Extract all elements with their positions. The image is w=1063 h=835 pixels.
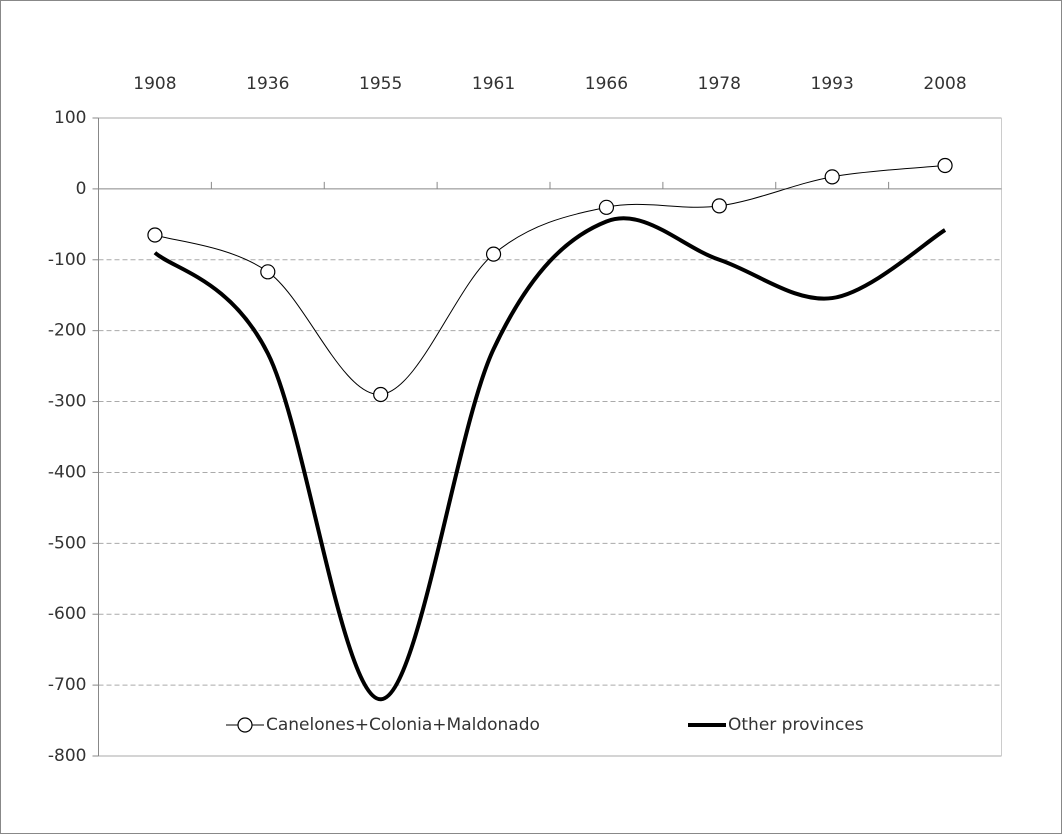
x-tick-label: 1966 (585, 74, 628, 94)
y-tick-label: 0 (76, 179, 87, 199)
y-tick-label: -600 (48, 604, 87, 624)
point-marker (711, 198, 727, 214)
x-tick-label: 2008 (923, 74, 966, 94)
y-tick-label: -800 (48, 746, 87, 766)
y-tick-label: -500 (48, 533, 87, 553)
legend-label: Other provinces (728, 715, 864, 735)
y-tick-label: -300 (48, 392, 87, 412)
x-tick-label: 1961 (472, 74, 515, 94)
series-line (154, 164, 946, 395)
point-marker (937, 157, 953, 174)
y-tick-label: 100 (54, 108, 86, 128)
x-tick-label: 1936 (246, 74, 289, 94)
series-line (153, 216, 947, 702)
x-tick-label: 1955 (359, 74, 402, 94)
y-tick-label: -200 (48, 321, 87, 341)
point-marker (373, 386, 389, 403)
y-tick-label: -400 (48, 462, 87, 482)
y-tick-label: -700 (48, 675, 87, 695)
point-marker (147, 227, 163, 243)
point-marker (260, 264, 276, 280)
point-marker (824, 169, 840, 185)
y-tick-label: -100 (48, 250, 87, 270)
legend-marker (237, 717, 253, 733)
point-marker (598, 199, 615, 215)
point-marker (485, 246, 502, 262)
x-tick-label: 1908 (133, 74, 176, 94)
x-tick-label: 1993 (811, 74, 854, 94)
legend-label: Canelones+Colonia+Maldonado (266, 715, 540, 735)
x-tick-label: 1978 (698, 74, 741, 94)
